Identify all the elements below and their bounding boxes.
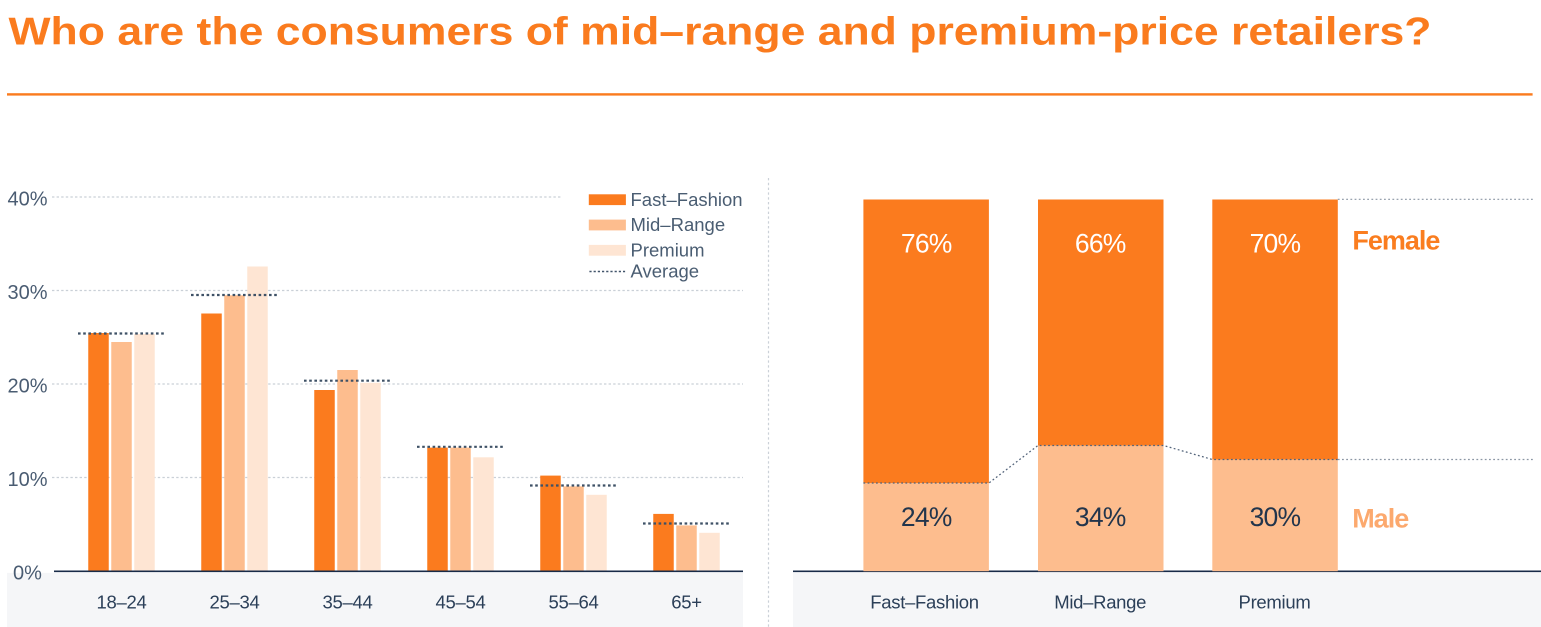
svg-text:Mid–Range: Mid–Range: [631, 214, 726, 235]
svg-text:70%: 70%: [1250, 228, 1301, 258]
svg-text:10%: 10%: [7, 469, 47, 491]
svg-text:20%: 20%: [7, 376, 47, 398]
svg-text:Who are the consumers of mid–r: Who are the consumers of mid–range and p…: [9, 11, 1432, 54]
svg-text:34%: 34%: [1075, 502, 1126, 532]
svg-text:Fast–Fashion: Fast–Fashion: [870, 591, 978, 612]
svg-text:55–64: 55–64: [549, 591, 599, 612]
svg-text:Average: Average: [631, 261, 700, 282]
svg-text:65+: 65+: [671, 591, 701, 612]
svg-text:Premium: Premium: [631, 239, 705, 260]
svg-text:76%: 76%: [901, 228, 952, 258]
svg-text:Male: Male: [1352, 504, 1409, 534]
svg-text:45–54: 45–54: [436, 591, 486, 612]
svg-text:66%: 66%: [1075, 228, 1126, 258]
svg-text:Female: Female: [1352, 226, 1440, 256]
svg-text:30%: 30%: [7, 282, 47, 304]
svg-text:24%: 24%: [901, 502, 952, 532]
svg-text:Premium: Premium: [1239, 591, 1311, 612]
svg-text:Fast–Fashion: Fast–Fashion: [631, 189, 743, 210]
svg-text:18–24: 18–24: [97, 591, 147, 612]
svg-text:25–34: 25–34: [210, 591, 260, 612]
svg-text:40%: 40%: [7, 189, 47, 211]
svg-text:Mid–Range: Mid–Range: [1054, 591, 1146, 612]
svg-text:0%: 0%: [13, 563, 42, 585]
svg-text:30%: 30%: [1250, 502, 1301, 532]
svg-text:35–44: 35–44: [323, 591, 373, 612]
